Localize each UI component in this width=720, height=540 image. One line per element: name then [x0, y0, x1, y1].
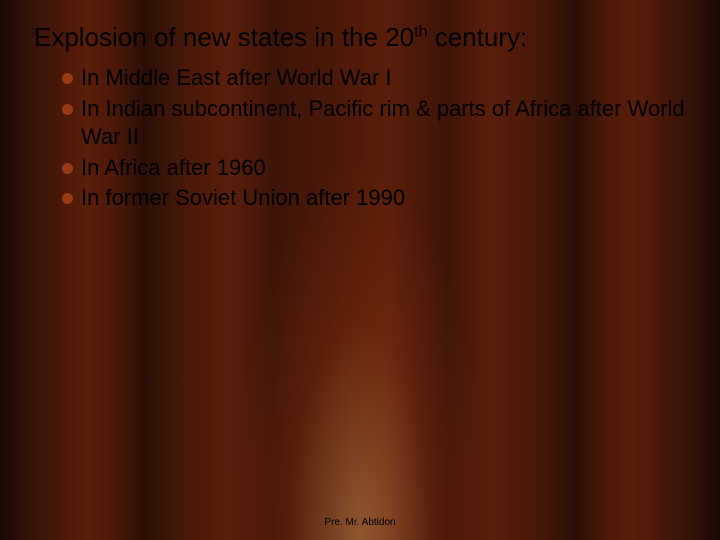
- bullet-text: In Indian subcontinent, Pacific rim & pa…: [81, 95, 690, 152]
- bullet-text: In Africa after 1960: [81, 154, 690, 183]
- bullet-icon: [62, 73, 73, 84]
- bullet-icon: [62, 163, 73, 174]
- bullet-text: In Middle East after World War I: [81, 64, 690, 93]
- slide-body: In Middle East after World War I In Indi…: [62, 64, 690, 215]
- bullet-icon: [62, 104, 73, 115]
- title-superscript: th: [414, 23, 427, 40]
- title-suffix: century:: [427, 22, 527, 52]
- list-item: In Indian subcontinent, Pacific rim & pa…: [62, 95, 690, 152]
- list-item: In Africa after 1960: [62, 154, 690, 183]
- bullet-icon: [62, 193, 73, 204]
- list-item: In former Soviet Union after 1990: [62, 184, 690, 213]
- bullet-text: In former Soviet Union after 1990: [81, 184, 690, 213]
- slide-footer: Pre. Mr. Abtidon: [0, 517, 720, 528]
- slide: Explosion of new states in the 20th cent…: [0, 0, 720, 540]
- title-prefix: Explosion of new states in the 20: [34, 22, 414, 52]
- list-item: In Middle East after World War I: [62, 64, 690, 93]
- slide-title: Explosion of new states in the 20th cent…: [34, 22, 700, 53]
